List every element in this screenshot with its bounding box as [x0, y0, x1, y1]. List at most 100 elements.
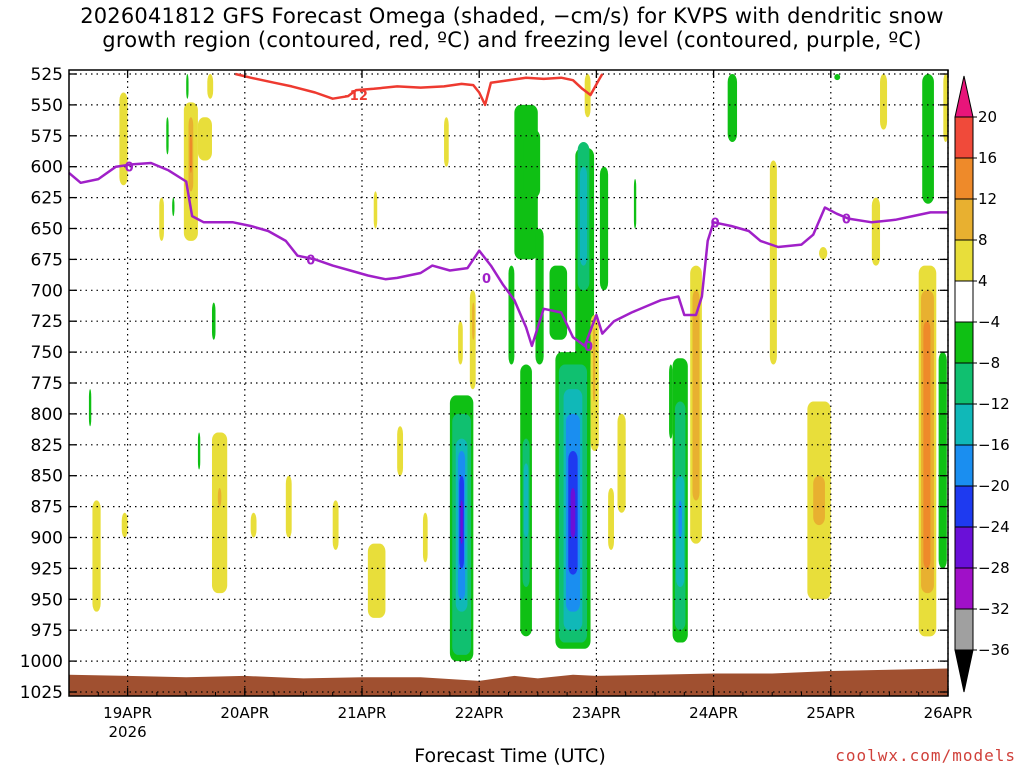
omega-area-69: [819, 247, 828, 260]
omega-area-33: [460, 500, 463, 544]
colorbar-segment-m4: [954, 321, 974, 364]
colorbar-segment-m32: [954, 608, 974, 651]
chart-title: 2026041812 GFS Forecast Omega (shaded, −…: [0, 4, 1024, 52]
colorbar-label-3: 8: [978, 231, 988, 249]
colorbar-label-9: −20: [978, 477, 1010, 495]
colorbar-segment-p16: [954, 116, 974, 159]
colorbar-label-1: 16: [978, 149, 997, 167]
x-axis-label: Forecast Time (UTC): [414, 745, 606, 767]
colorbar-label-12: −32: [978, 600, 1010, 618]
omega-area-22: [422, 512, 428, 563]
y-tick-label-6: 675: [31, 250, 63, 270]
x-tick-label-6: 25APR: [806, 704, 855, 722]
freezing-level-line: [68, 161, 948, 348]
omega-area-64: [692, 290, 700, 501]
y-tick-label-0: 525: [31, 65, 63, 85]
omega-area-5: [197, 117, 212, 161]
y-tick-label-18: 975: [31, 621, 63, 641]
omega-area-25: [458, 321, 463, 365]
omega-area-35: [523, 129, 541, 198]
omega-area-74: [943, 74, 948, 142]
omega-area-66: [769, 160, 777, 365]
colorbar-segment-m24: [954, 526, 974, 569]
freezing-level-label-5: 0: [842, 213, 851, 228]
colorbar-label-4: 4: [978, 272, 988, 290]
omega-area-0: [119, 92, 128, 186]
omega-area-41: [523, 463, 529, 538]
y-tick-label-8: 725: [31, 312, 63, 332]
x-tick-label-1: 20APR: [220, 704, 269, 722]
dgz-contour-label: -12: [344, 89, 368, 104]
omega-area-73: [922, 74, 934, 204]
omega-area-11: [92, 500, 101, 612]
colorbar-label-7: −12: [978, 395, 1010, 413]
title-line-2: growth region (contoured, red, ºC) and f…: [102, 28, 922, 52]
y-tick-label-7: 700: [31, 281, 63, 301]
colorbar-segment-m12: [954, 403, 974, 446]
title-line-1: 2026041812 GFS Forecast Omega (shaded, −…: [80, 4, 944, 28]
freezing-level-label-2: 0: [482, 272, 491, 287]
y-tick-label-15: 900: [31, 529, 63, 549]
colorbar-top-arrow: [954, 75, 974, 118]
freezing-level-label-3: 0: [584, 340, 593, 355]
terrain-fill: [69, 668, 948, 696]
freezing-level-label-0: 0: [125, 161, 134, 176]
omega-area-56: [633, 179, 637, 229]
y-tick-label-4: 625: [31, 189, 63, 209]
colorbar-segment-p4: [954, 239, 974, 282]
omega-area-23: [373, 191, 378, 229]
omega-area-53: [617, 413, 626, 513]
colorbar-label-0: 20: [978, 108, 997, 126]
credit-link[interactable]: coolwx.com/models: [835, 746, 1016, 765]
x-tick-label-7: 26APR: [924, 704, 973, 722]
omega-area-17: [250, 512, 257, 538]
y-tick-label-3: 600: [31, 158, 63, 178]
y-tick-label-20: 1025: [20, 683, 63, 703]
omega-area-61: [678, 500, 682, 538]
y-tick-label-11: 800: [31, 405, 63, 425]
omega-area-19: [332, 500, 339, 550]
y-tick-label-17: 950: [31, 590, 63, 610]
colorbar-label-13: −36: [978, 641, 1010, 659]
colorbar-label-8: −16: [978, 436, 1010, 454]
axes: 525 550 575 600 625 650 675 700 725 750 775 800 825 8…: [20, 65, 973, 741]
colorbar-segment-zero: [954, 280, 974, 323]
y-tick-label-9: 750: [31, 343, 63, 363]
x-tick-label-5: 24APR: [689, 704, 738, 722]
terrain-area: [69, 668, 948, 696]
x-tick-label-4: 23APR: [572, 704, 621, 722]
omega-area-10: [211, 302, 216, 340]
omega-area-57: [584, 74, 591, 118]
omega-area-1: [159, 197, 164, 241]
omega-area-27: [472, 302, 475, 340]
omega-area-15: [217, 488, 222, 507]
omega-area-16: [197, 432, 201, 470]
omega-area-71: [871, 197, 881, 266]
omega-area-4: [189, 135, 193, 173]
omega-area-70: [834, 74, 841, 81]
x-tick-label-3: 22APR: [455, 704, 504, 722]
y-tick-label-10: 775: [31, 374, 63, 394]
colorbar-label-2: 12: [978, 190, 997, 208]
colorbar-label-10: −24: [978, 518, 1010, 536]
colorbar-segment-m8: [954, 362, 974, 405]
y-tick-label-13: 850: [31, 467, 63, 487]
omega-area-47: [570, 488, 576, 538]
x-tick-label-0: 19APR: [103, 704, 152, 722]
colorbar-label-11: −28: [978, 559, 1010, 577]
freezing-level-label-4: 0: [711, 216, 720, 231]
omega-area-77: [923, 321, 931, 569]
omega-area-12: [88, 389, 92, 427]
freezing-level-label-1: 0: [306, 253, 315, 268]
colorbar-bottom-arrow: [954, 649, 974, 693]
colorbar: 20 16 12 8 4 −4 −8 −12 −16 −20 −24 −28 −32 −36: [954, 75, 1010, 693]
omega-area-78: [938, 352, 947, 569]
omega-area-20: [367, 543, 386, 618]
x-tick-year-label: 2026: [109, 723, 147, 741]
omega-shading: [88, 74, 948, 662]
y-tick-label-14: 875: [31, 498, 63, 518]
omega-area-36: [535, 228, 544, 365]
colorbar-label-6: −8: [978, 354, 1000, 372]
omega-area-18: [285, 475, 292, 538]
y-tick-label-1: 550: [31, 96, 63, 116]
